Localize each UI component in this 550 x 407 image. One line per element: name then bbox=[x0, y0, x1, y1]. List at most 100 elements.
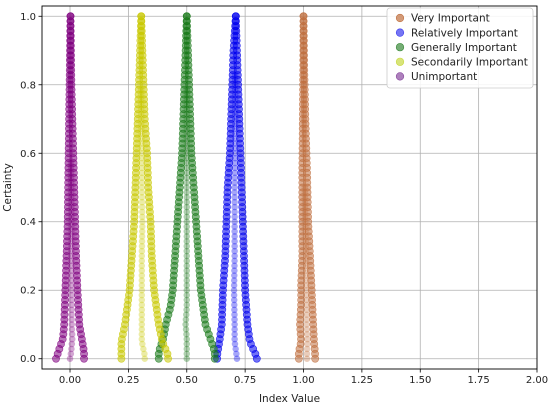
data-point bbox=[233, 350, 240, 358]
data-point bbox=[138, 282, 146, 289]
data-point bbox=[231, 242, 238, 250]
data-point bbox=[231, 140, 239, 147]
data-point bbox=[303, 316, 310, 323]
data-point bbox=[68, 267, 75, 274]
data-point bbox=[231, 125, 239, 133]
data-point bbox=[138, 203, 146, 211]
data-point bbox=[304, 335, 311, 343]
data-point bbox=[138, 238, 146, 245]
data-point bbox=[68, 228, 75, 235]
data-point bbox=[183, 145, 191, 152]
x-tick-label: 1.75 bbox=[467, 375, 489, 386]
legend: Very Important Relatively Important Genera… bbox=[386, 7, 534, 89]
data-point bbox=[68, 296, 75, 304]
legend-marker bbox=[395, 28, 405, 37]
data-point bbox=[68, 286, 75, 294]
data-point bbox=[183, 208, 191, 216]
data-point bbox=[138, 257, 146, 265]
data-point bbox=[231, 257, 238, 265]
data-point bbox=[231, 194, 238, 201]
data-point bbox=[138, 164, 146, 172]
legend-label: Very Important bbox=[411, 13, 490, 25]
data-point bbox=[231, 159, 239, 167]
y-tick-label: 0.4 bbox=[20, 217, 36, 228]
data-point bbox=[138, 233, 146, 240]
data-point bbox=[138, 267, 146, 274]
data-point bbox=[68, 311, 75, 318]
data-point bbox=[183, 242, 191, 250]
data-point bbox=[68, 238, 75, 245]
data-point bbox=[231, 208, 238, 216]
data-point bbox=[183, 184, 191, 191]
data-point bbox=[182, 321, 189, 328]
data-point bbox=[303, 282, 310, 289]
data-point bbox=[231, 218, 238, 225]
data-point bbox=[183, 228, 191, 235]
data-point bbox=[303, 331, 311, 338]
data-point bbox=[231, 198, 238, 206]
legend-entry: Relatively Important bbox=[395, 27, 518, 39]
data-point bbox=[66, 12, 75, 21]
legend-label: Relatively Important bbox=[411, 27, 518, 39]
data-point bbox=[231, 247, 238, 255]
data-point bbox=[138, 194, 146, 201]
data-point bbox=[303, 345, 311, 353]
data-point bbox=[302, 267, 310, 274]
data-point bbox=[303, 326, 311, 333]
data-point bbox=[183, 282, 191, 289]
data-point bbox=[138, 159, 146, 167]
data-point bbox=[183, 272, 191, 279]
data-point bbox=[138, 277, 146, 284]
data-point bbox=[183, 340, 191, 348]
data-point bbox=[139, 340, 146, 348]
data-point bbox=[68, 252, 75, 260]
x-tick-label: 0.00 bbox=[59, 375, 81, 386]
series-relatively-important bbox=[213, 12, 261, 363]
data-point bbox=[138, 296, 146, 304]
data-point bbox=[231, 252, 238, 260]
data-point bbox=[303, 272, 310, 279]
data-point bbox=[183, 223, 191, 230]
data-point bbox=[231, 223, 238, 230]
data-point bbox=[231, 272, 238, 279]
data-point bbox=[68, 277, 75, 284]
data-point bbox=[138, 228, 146, 235]
data-point bbox=[183, 277, 191, 284]
data-point bbox=[303, 286, 310, 294]
data-point bbox=[231, 154, 239, 162]
data-point bbox=[138, 145, 145, 152]
data-point bbox=[183, 130, 191, 137]
series-secondarily-important bbox=[117, 12, 172, 363]
data-point bbox=[68, 272, 75, 279]
data-point bbox=[231, 150, 239, 157]
data-point bbox=[183, 331, 190, 338]
data-point bbox=[231, 184, 238, 191]
legend-label: Unimportant bbox=[411, 71, 477, 83]
data-point bbox=[139, 223, 146, 230]
data-point bbox=[182, 12, 191, 21]
data-point bbox=[138, 169, 146, 177]
data-point bbox=[303, 277, 310, 284]
data-point bbox=[231, 321, 238, 328]
legend-marker bbox=[395, 57, 405, 66]
data-point bbox=[183, 238, 191, 245]
data-point bbox=[138, 208, 146, 216]
data-point bbox=[138, 316, 146, 323]
y-tick-label: 0.2 bbox=[20, 286, 36, 297]
data-point bbox=[138, 306, 146, 314]
data-point bbox=[183, 174, 191, 181]
data-point bbox=[183, 267, 191, 274]
x-tick-label: 0.75 bbox=[234, 375, 256, 386]
data-point bbox=[68, 301, 75, 309]
data-point bbox=[67, 350, 75, 358]
data-point bbox=[141, 355, 148, 362]
data-point bbox=[231, 145, 239, 152]
data-point bbox=[68, 326, 76, 333]
x-tick-label: 1.25 bbox=[351, 375, 373, 386]
data-point bbox=[138, 311, 146, 318]
data-point bbox=[183, 140, 191, 147]
data-point bbox=[231, 120, 239, 128]
data-point bbox=[137, 12, 146, 21]
data-point bbox=[230, 286, 238, 294]
